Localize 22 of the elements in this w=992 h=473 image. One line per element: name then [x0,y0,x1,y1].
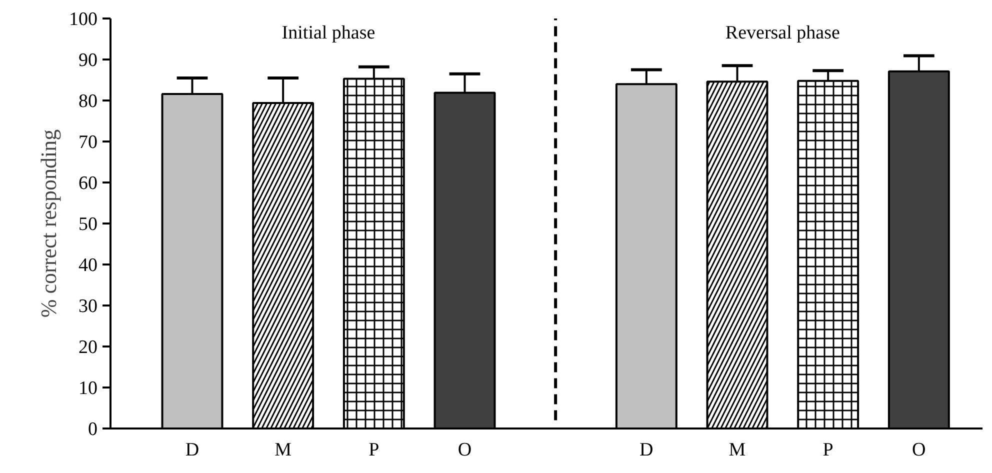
x-tick-label: D [185,440,200,460]
x-tick-label: M [274,440,292,460]
y-tick-label: 30 [78,296,98,317]
x-tick-label: O [912,440,926,460]
y-tick-label: 20 [78,337,98,358]
annotation: Reversal phase [725,22,840,44]
y-tick-label: 40 [78,255,98,276]
y-axis-title: % correct responding [36,129,61,318]
y-tick-label: 90 [78,50,98,71]
y-tick-label: 70 [78,132,98,153]
y-tick-label: 80 [78,91,98,112]
y-tick-label: 10 [78,378,98,399]
x-tick-label: D [640,440,654,460]
y-tick-label: 50 [78,214,98,235]
x-tick-label: O [458,440,472,460]
x-tick-label: M [728,440,746,460]
y-tick-label: 100 [69,9,98,30]
x-tick-label: P [368,440,380,460]
y-tick-label: 0 [88,419,98,440]
x-tick-label: P [822,440,834,460]
y-tick-label: 60 [78,173,98,194]
annotation: Initial phase [282,22,376,44]
